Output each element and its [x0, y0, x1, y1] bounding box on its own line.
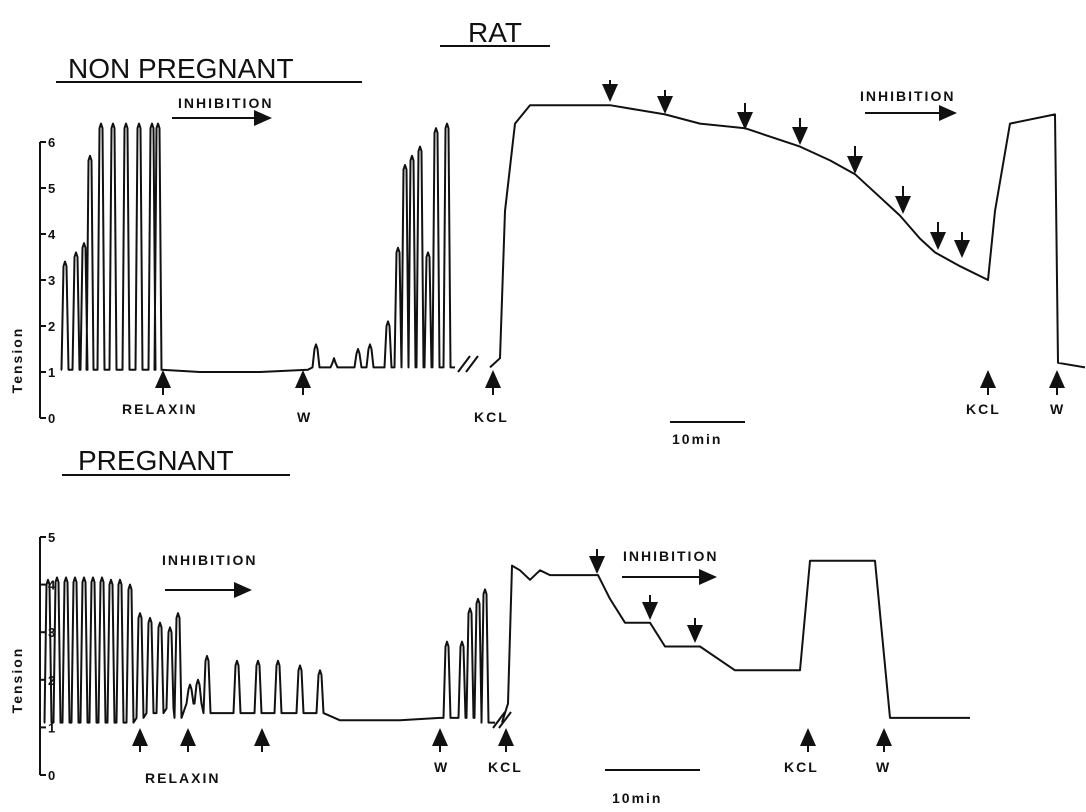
marker-label: KCL — [966, 401, 1001, 417]
trace — [43, 559, 970, 724]
annotation: INHIBITION — [162, 552, 257, 568]
scale-label: 10min — [672, 431, 722, 447]
y-tick-label: 0 — [48, 768, 55, 783]
break-mark — [492, 711, 506, 729]
marker-label: RELAXIN — [145, 770, 220, 786]
y-tick-label: 1 — [48, 720, 55, 735]
y-axis-label: Tension — [9, 327, 25, 394]
marker-label: W — [876, 759, 891, 775]
marker-label: W — [1050, 401, 1065, 417]
marker-label: RELAXIN — [122, 401, 197, 417]
marker-label: KCL — [488, 759, 523, 775]
figure-title: RAT — [468, 17, 522, 48]
break-mark — [465, 355, 479, 373]
y-tick-label: 2 — [48, 319, 55, 334]
panel-title: PREGNANT — [78, 445, 234, 476]
annotation: INHIBITION — [178, 95, 273, 111]
y-tick-label: 5 — [48, 181, 55, 196]
y-tick-label: 5 — [48, 530, 55, 545]
marker-label: KCL — [474, 409, 509, 425]
scale-label: 10min — [612, 790, 662, 806]
y-tick-label: 0 — [48, 411, 55, 426]
panel-title: NON PREGNANT — [68, 53, 294, 84]
y-tick-label: 1 — [48, 365, 55, 380]
y-axis-label: Tension — [9, 647, 25, 714]
y-tick-label: 6 — [48, 135, 55, 150]
trace — [60, 104, 1086, 373]
annotation: INHIBITION — [860, 88, 955, 104]
y-tick-label: 3 — [48, 625, 55, 640]
marker-label: W — [297, 409, 312, 425]
annotation: INHIBITION — [623, 548, 718, 564]
marker-label: W — [434, 759, 449, 775]
y-tick-label: 4 — [48, 227, 56, 242]
break-mark — [498, 711, 512, 729]
break-mark — [457, 355, 471, 373]
y-tick-label: 3 — [48, 273, 55, 288]
y-tick-label: 4 — [48, 578, 56, 593]
marker-label: KCL — [784, 759, 819, 775]
